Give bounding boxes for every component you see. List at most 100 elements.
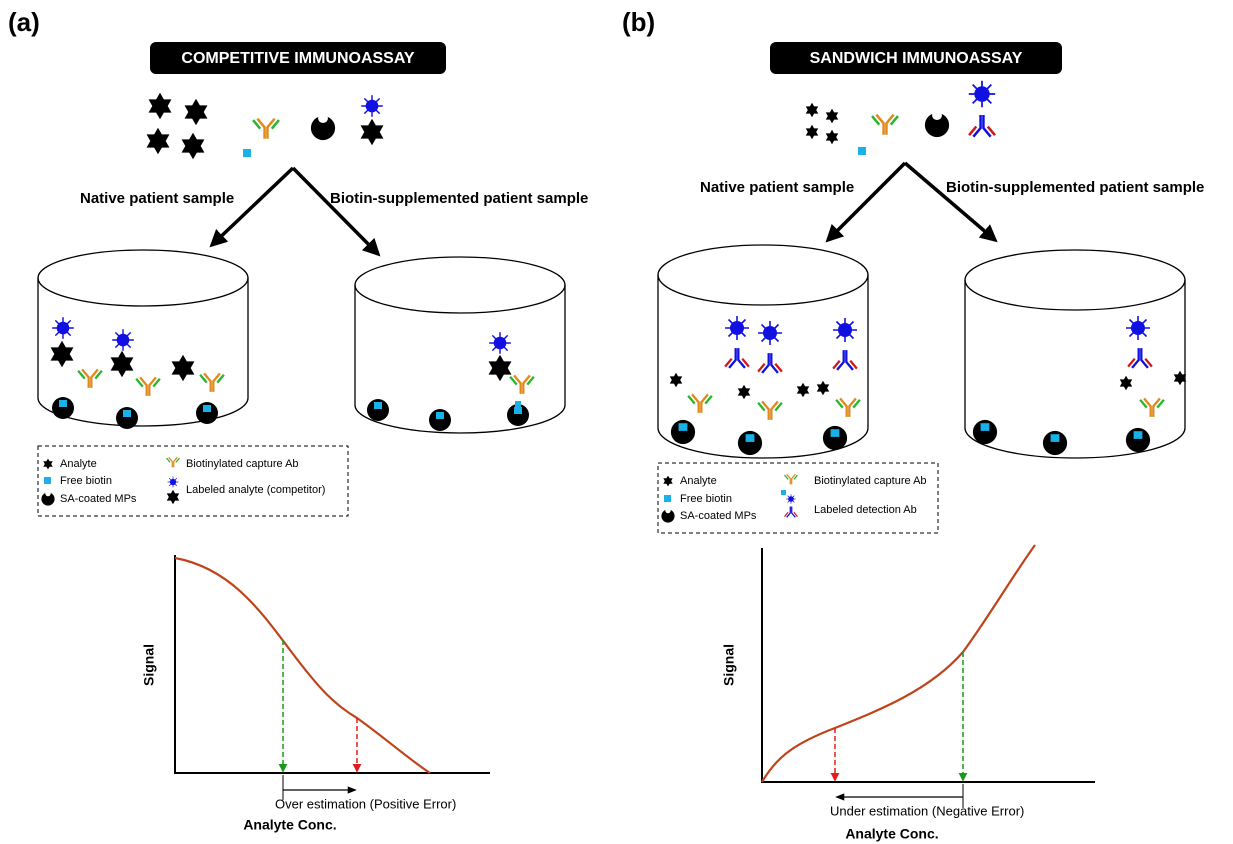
legend-microparticle (661, 508, 674, 523)
detection-antibody (758, 353, 782, 373)
legend-labeled-analyte (167, 490, 179, 504)
analyte (149, 93, 172, 119)
labeled-analyte (51, 341, 74, 367)
legend-label (168, 477, 179, 488)
legend-capture-antibody (785, 474, 798, 484)
panel-label: (a) (8, 7, 40, 37)
label (112, 329, 134, 351)
label (489, 332, 511, 354)
microparticle (367, 399, 389, 421)
legend-text: Analyte (60, 458, 97, 470)
microparticle (116, 407, 138, 429)
legend-text: SA-coated MPs (60, 493, 137, 505)
free-biotin (44, 477, 51, 484)
legend-analyte (43, 459, 52, 470)
y-axis-label: Signal (721, 644, 737, 686)
capture-antibody (78, 369, 102, 387)
capture-antibody (1140, 398, 1164, 416)
microparticle (507, 404, 529, 426)
legend-text: Labeled detection Ab (814, 504, 917, 516)
detection-antibody (725, 348, 749, 368)
microparticle (429, 409, 451, 431)
branch-label: Native patient sample (80, 190, 234, 207)
analyte (806, 103, 818, 117)
error-label: Under estimation (Negative Error) (830, 803, 1024, 818)
legend-text: Free biotin (60, 475, 112, 487)
labeled-analyte (489, 355, 512, 381)
microparticle (671, 420, 695, 444)
analyte (182, 133, 205, 159)
capture-antibody (758, 401, 782, 419)
detection-antibody (833, 350, 857, 370)
microparticle (52, 397, 74, 419)
legend-text: SA-coated MPs (680, 510, 757, 522)
analyte (147, 128, 170, 154)
panel-title: COMPETITIVE IMMUNOASSAY (181, 50, 415, 67)
label (361, 95, 383, 117)
panel-label: (b) (622, 7, 655, 37)
x-axis-label: Analyte Conc. (845, 826, 938, 842)
error-label: Over estimation (Positive Error) (275, 796, 456, 811)
analyte (670, 373, 682, 387)
arrow (905, 163, 995, 240)
microparticle (973, 420, 997, 444)
capture-antibody (200, 373, 224, 391)
analyte (817, 381, 829, 395)
analyte (172, 355, 195, 381)
legend-text: Free biotin (680, 493, 732, 505)
arrow (828, 163, 905, 240)
legend-text: Biotinylated capture Ab (186, 458, 299, 470)
capture-antibody (510, 375, 534, 393)
label (1126, 316, 1150, 340)
free-biotin (664, 495, 671, 502)
microparticle (1043, 431, 1067, 455)
panel-title: SANDWICH IMMUNOASSAY (810, 50, 1023, 67)
capture-antibody (836, 398, 860, 416)
plot (175, 555, 490, 800)
capture-antibody (688, 394, 712, 412)
wells (658, 245, 1185, 458)
capture-antibody (872, 115, 898, 135)
analyte (738, 385, 750, 399)
legend-microparticle (41, 491, 54, 506)
label (52, 317, 74, 339)
microparticle (925, 110, 949, 137)
analyte (806, 125, 818, 139)
x-axis-label: Analyte Conc. (243, 817, 336, 833)
legend-text: Analyte (680, 475, 717, 487)
free-biotin (243, 149, 251, 157)
y-axis-label: Signal (141, 644, 157, 686)
legend-text: Biotinylated capture Ab (814, 475, 927, 487)
legend-detection-antibody (785, 507, 798, 518)
free-biotin (858, 147, 866, 155)
analyte (826, 109, 838, 123)
label (833, 318, 857, 342)
detection-antibody (1128, 348, 1152, 368)
microparticle (311, 113, 335, 140)
analyte (1120, 376, 1132, 390)
legend-analyte (663, 476, 672, 487)
microparticle (196, 402, 218, 424)
label (969, 81, 995, 107)
label (758, 321, 782, 345)
microparticle (823, 426, 847, 450)
analyte (185, 99, 208, 125)
labeled-analyte (361, 119, 384, 145)
branch-label: Native patient sample (700, 179, 854, 196)
legend-text: Labeled analyte (competitor) (186, 484, 325, 496)
label (725, 316, 749, 340)
free-biotin (781, 490, 786, 495)
microparticle (738, 431, 762, 455)
legend-capture-antibody (167, 457, 180, 467)
detection-antibody (969, 115, 995, 137)
branch-label: Biotin-supplemented patient sample (946, 179, 1204, 196)
arrow (293, 168, 378, 254)
analyte (826, 130, 838, 144)
free-biotin (515, 401, 521, 407)
figure: (a) COMPETITIVE IMMUNOASSAY Native patie… (0, 0, 1233, 844)
plot (762, 545, 1095, 808)
branch-label: Biotin-supplemented patient sample (330, 190, 588, 207)
capture-antibody (253, 119, 279, 139)
capture-antibody (136, 377, 160, 395)
microparticle (1126, 428, 1150, 452)
